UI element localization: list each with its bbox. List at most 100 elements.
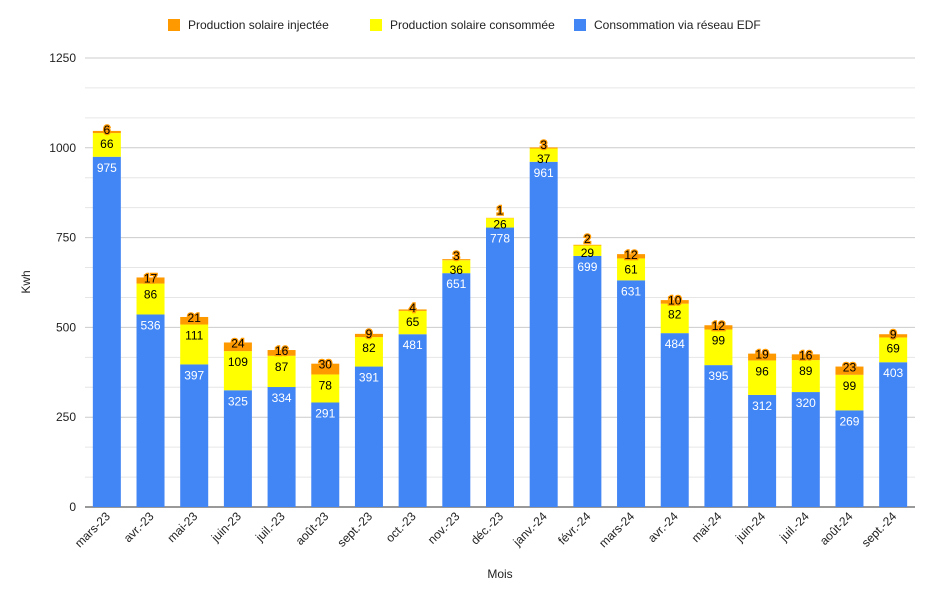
data-label: 37 [537, 152, 551, 166]
data-label: 109 [228, 355, 248, 369]
x-tick-label: mars-23 [72, 509, 113, 550]
x-tick-label: mai-24 [689, 509, 725, 545]
x-tick-label: avr.-24 [645, 509, 681, 545]
bar-segment [354, 337, 383, 367]
bar-segment [529, 161, 558, 507]
bar-segment [136, 314, 165, 507]
bar-segment [748, 394, 777, 507]
x-tick-label: sept.-24 [859, 509, 900, 550]
bar-segment [180, 324, 209, 365]
x-axis-title: Mois [487, 567, 512, 581]
bar-segment [529, 148, 558, 162]
bar-segment [223, 342, 252, 352]
data-label: 36 [450, 263, 464, 277]
bar-segment [704, 365, 733, 507]
data-label: 403 [883, 366, 903, 380]
data-label: 12 [624, 248, 638, 262]
data-label: 29 [581, 246, 595, 260]
x-tick-label: juil.-23 [252, 509, 288, 545]
data-label: 12 [712, 319, 726, 333]
data-label: 17 [144, 271, 158, 285]
x-tick-label: nov.-23 [425, 509, 463, 547]
bar-segment [573, 255, 602, 507]
bar-segment [835, 374, 864, 411]
bar-segment [267, 350, 296, 356]
data-label: 21 [188, 311, 202, 325]
data-label: 651 [446, 277, 466, 291]
data-label: 6 [103, 123, 110, 137]
bar-segment [704, 325, 733, 330]
data-label: 69 [886, 341, 900, 355]
bar-segment [398, 334, 427, 507]
bar-segment [92, 130, 121, 134]
bar-segment [442, 273, 471, 507]
bar-segment [311, 363, 340, 375]
data-label: 99 [843, 379, 857, 393]
data-label: 30 [319, 358, 333, 372]
x-tick-label: déc.-23 [468, 509, 506, 547]
bar-segment [92, 133, 121, 157]
data-label: 699 [577, 260, 597, 274]
data-label: 23 [843, 361, 857, 375]
y-tick-label: 250 [56, 410, 76, 424]
data-label: 66 [100, 137, 114, 151]
bar-segment [398, 309, 427, 311]
x-tick-label: avr.-23 [121, 509, 157, 545]
x-tick-label: août-23 [293, 509, 332, 548]
data-label: 631 [621, 284, 641, 298]
bar-segment [617, 254, 646, 259]
data-label: 9 [890, 327, 897, 341]
data-label: 65 [406, 315, 420, 329]
bar-segment [791, 354, 820, 361]
legend-swatch [168, 19, 180, 31]
y-tick-label: 1250 [49, 51, 76, 65]
bar-segment [660, 303, 689, 334]
bar-segment [223, 390, 252, 507]
data-label: 86 [144, 288, 158, 302]
data-label: 334 [272, 391, 292, 405]
data-label: 82 [362, 341, 376, 355]
bar-segment [835, 366, 864, 375]
bar-segment [92, 156, 121, 507]
bar-segment [442, 259, 471, 261]
bar-segment [223, 351, 252, 391]
x-tick-label: mars-24 [596, 509, 637, 550]
data-label: 1 [497, 204, 504, 218]
bar-segment [136, 277, 165, 284]
x-tick-label: août-24 [817, 509, 856, 548]
data-label: 89 [799, 364, 813, 378]
bar-segment [311, 374, 340, 403]
data-label: 975 [97, 161, 117, 175]
y-axis-title: Kwh [19, 270, 33, 293]
data-label: 391 [359, 371, 379, 385]
bar-segment [486, 227, 514, 507]
data-label: 99 [712, 334, 726, 348]
x-tick-label: juil.-24 [776, 509, 812, 545]
bar-segment [879, 334, 908, 338]
bar-segment [398, 310, 427, 335]
y-tick-label: 0 [69, 500, 76, 514]
data-label: 312 [752, 399, 772, 413]
data-label: 291 [315, 406, 335, 420]
data-label: 3 [540, 138, 547, 152]
data-label: 87 [275, 360, 289, 374]
legend-label: Production solaire consommée [390, 18, 555, 32]
bar-segment [879, 362, 908, 507]
bar-segment [879, 337, 908, 363]
bar-segment [180, 316, 209, 325]
data-label: 3 [453, 249, 460, 263]
bar-segment [617, 280, 646, 507]
data-label: 16 [799, 348, 813, 362]
data-label: 24 [231, 336, 245, 350]
bar-segment [180, 364, 209, 507]
data-label: 61 [624, 262, 638, 276]
bar-segment [573, 244, 602, 246]
data-label: 26 [493, 218, 507, 232]
bar-segment [660, 333, 689, 507]
data-label: 82 [668, 308, 682, 322]
data-label: 395 [708, 369, 728, 383]
data-label: 16 [275, 344, 289, 358]
x-tick-label: juin-24 [732, 509, 768, 545]
legend-label: Consommation via réseau EDF [594, 18, 761, 32]
bar-segment [748, 353, 777, 361]
